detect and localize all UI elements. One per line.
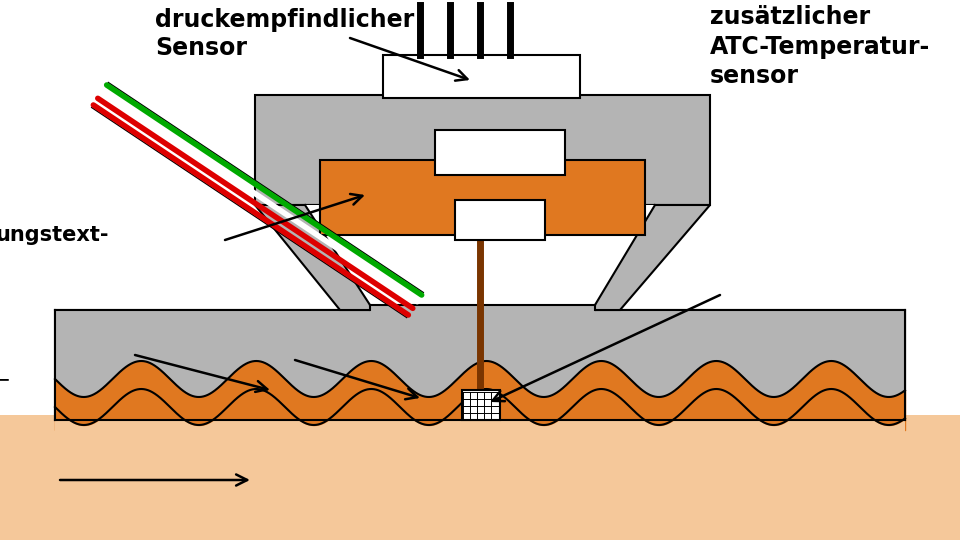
Polygon shape: [255, 205, 710, 310]
Text: zusätzlicher
ATC-Temperatur-
sensor: zusätzlicher ATC-Temperatur- sensor: [710, 5, 930, 89]
Bar: [462, 390, 500, 420]
Bar: [320, 160, 645, 235]
Bar: [370, 305, 595, 313]
Bar: [55, 310, 905, 420]
Bar: [435, 130, 565, 175]
Text: druckempfindlicher
Sensor: druckempfindlicher Sensor: [155, 8, 415, 60]
Text: ungstext-: ungstext-: [0, 225, 108, 245]
Bar: [0, 415, 960, 540]
Bar: [55, 420, 905, 435]
Bar: [455, 200, 545, 240]
Bar: [255, 95, 710, 205]
Text: ─: ─: [0, 370, 8, 390]
Polygon shape: [305, 205, 655, 305]
Bar: [383, 55, 580, 98]
